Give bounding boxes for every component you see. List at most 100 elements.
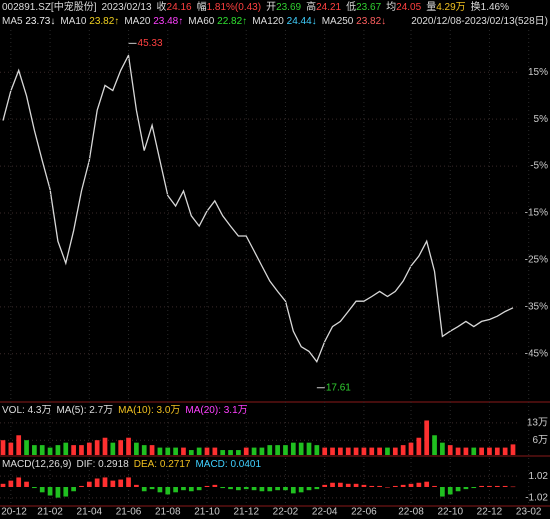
bar bbox=[267, 445, 273, 455]
bar bbox=[502, 447, 508, 455]
quote-label: 均 bbox=[386, 2, 397, 13]
bar bbox=[283, 445, 288, 455]
bar bbox=[118, 479, 124, 487]
bar bbox=[440, 487, 445, 497]
bar bbox=[487, 447, 492, 455]
bar bbox=[479, 485, 484, 487]
legend-entry: DEA: 0.2717 bbox=[133, 459, 191, 470]
bar bbox=[196, 447, 202, 455]
bar bbox=[181, 447, 186, 455]
bar bbox=[361, 484, 367, 487]
ma-item: MA20 23.48↑ bbox=[124, 15, 183, 28]
quote-label: 高 bbox=[306, 2, 317, 13]
quote-value: 24.21 bbox=[316, 2, 342, 13]
quote-item: 换1.46% bbox=[471, 1, 509, 14]
ma-name: MA10 bbox=[60, 16, 87, 27]
bar bbox=[86, 481, 92, 487]
bar bbox=[134, 442, 139, 455]
bar bbox=[267, 487, 273, 492]
bar bbox=[212, 447, 218, 455]
ma-name: MA5 bbox=[2, 16, 23, 27]
ma-row: MA5 23.73↓ MA10 23.82↑ MA20 23.48↑ MA60 22.… bbox=[2, 15, 386, 28]
quote-value: 23.69 bbox=[276, 2, 302, 13]
ma-item: MA10 23.82↑ bbox=[60, 15, 119, 28]
high-label: 45.33 bbox=[138, 38, 163, 49]
quote-label: 幅 bbox=[196, 2, 207, 13]
range-row: 2020/12/08-2023/02/13(528日) bbox=[411, 15, 548, 28]
quote-item: 量4.29万 bbox=[426, 1, 465, 14]
bar bbox=[8, 480, 14, 487]
bar bbox=[32, 445, 37, 455]
bar bbox=[416, 482, 422, 487]
quote-value: 4.29万 bbox=[436, 2, 466, 13]
bar bbox=[110, 480, 116, 487]
quote-label: 量 bbox=[426, 2, 437, 13]
bar bbox=[298, 487, 304, 493]
bar bbox=[8, 442, 14, 455]
bar bbox=[134, 484, 139, 487]
x-tick-label: 22-08 bbox=[398, 507, 424, 518]
ma-value: 23.82↓ bbox=[356, 16, 387, 27]
bar bbox=[322, 447, 328, 455]
quote-row: 002891.SZ[中宠股份] 2023/02/13 收24.16 幅1.81%(… bbox=[2, 1, 509, 14]
bar bbox=[157, 487, 163, 493]
bar bbox=[79, 485, 84, 487]
bar bbox=[204, 447, 210, 455]
bar bbox=[487, 485, 492, 487]
bar bbox=[236, 487, 241, 491]
bar bbox=[259, 487, 265, 492]
bar bbox=[275, 445, 280, 455]
bar bbox=[126, 437, 131, 455]
quote-label: 收 bbox=[156, 2, 167, 13]
bar bbox=[32, 487, 37, 489]
ma-name: MA120 bbox=[252, 16, 284, 27]
y-tick-label: 6万 bbox=[532, 435, 548, 446]
bar bbox=[220, 450, 226, 455]
bar bbox=[16, 477, 22, 487]
bar bbox=[149, 445, 155, 455]
legend-entry: MACD: 0.0401 bbox=[195, 459, 262, 470]
bar bbox=[243, 487, 249, 490]
quote-value: 1.81%(0.43) bbox=[206, 2, 262, 13]
bar bbox=[102, 437, 108, 455]
bar bbox=[0, 440, 6, 455]
bar bbox=[338, 447, 343, 455]
quote-item: 开23.69 bbox=[266, 1, 301, 14]
bar bbox=[0, 483, 6, 487]
x-tick-label: 21-04 bbox=[77, 507, 103, 518]
quote-value: 1.46% bbox=[480, 2, 510, 13]
bar bbox=[290, 442, 296, 455]
x-tick-label: 21-06 bbox=[116, 507, 142, 518]
bar bbox=[24, 440, 29, 455]
bar bbox=[275, 487, 280, 491]
y-tick-label: 15% bbox=[528, 67, 548, 78]
y-tick-label: 5% bbox=[534, 114, 549, 125]
ma-name: MA20 bbox=[124, 16, 151, 27]
bar bbox=[353, 483, 359, 487]
bar bbox=[290, 487, 296, 494]
bar bbox=[377, 447, 382, 455]
bar bbox=[369, 485, 375, 487]
bar bbox=[510, 486, 516, 488]
y-tick-label: 13万 bbox=[527, 418, 548, 429]
bar bbox=[39, 487, 45, 493]
y-tick-label: -35% bbox=[525, 301, 548, 312]
x-tick-label: 21-08 bbox=[155, 507, 181, 518]
bar bbox=[400, 484, 406, 487]
bar bbox=[55, 487, 61, 498]
bar bbox=[392, 485, 398, 487]
bar bbox=[220, 487, 226, 489]
bar bbox=[86, 442, 92, 455]
y-tick-label: -5% bbox=[530, 161, 548, 172]
bar bbox=[94, 440, 100, 455]
y-tick-label: -1.02 bbox=[525, 492, 548, 503]
legend-entry: DIF: 0.2918 bbox=[76, 459, 129, 470]
bar bbox=[440, 442, 445, 455]
quote-item: 低23.67 bbox=[346, 1, 381, 14]
bar bbox=[110, 442, 116, 455]
bar bbox=[251, 487, 257, 491]
bar bbox=[447, 445, 453, 455]
quote-item: 收24.16 bbox=[157, 1, 192, 14]
